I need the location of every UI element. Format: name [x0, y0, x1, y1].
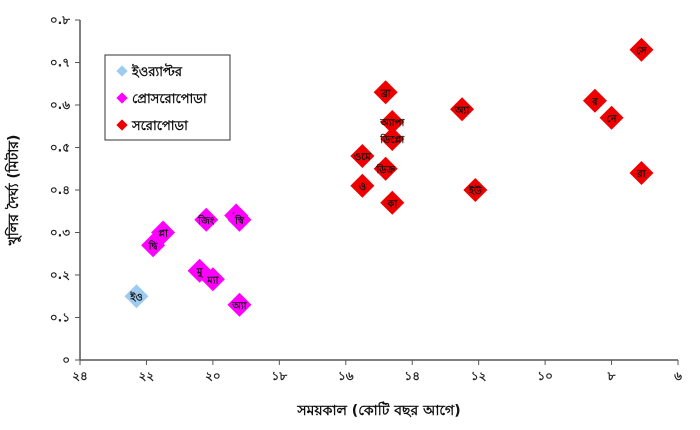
diamond-marker [124, 284, 149, 309]
x-axis-title: সময়কাল (কোটি বছর আগে) [296, 401, 460, 419]
data-label: ডিক্র [375, 163, 395, 176]
x-tick-label: ৬ [674, 369, 682, 383]
data-points: ইওপ্লাদ্বিজিংসুস্বিমুম্যাঅ্যাওমেওব্রাঅ্য… [124, 37, 654, 317]
data-point-series-0: ইও [124, 284, 149, 309]
data-point-series-2: র [582, 88, 607, 113]
data-label: স্বি [234, 214, 245, 227]
diamond-marker [373, 156, 398, 181]
diamond-marker [380, 110, 405, 134]
data-label: কা [386, 199, 398, 210]
x-tick-label: ২৪ [72, 369, 88, 383]
data-point-series-2: রা [629, 161, 654, 185]
y-tick-label: ০.৪ [50, 183, 70, 197]
data-label: ওমে [354, 152, 371, 163]
y-tick-label: ০.৭ [50, 56, 70, 70]
data-label: দ্বি [148, 239, 159, 252]
data-label: জিং [197, 214, 215, 227]
diamond-marker [450, 97, 475, 122]
x-tick-label: ১০ [537, 369, 553, 383]
x-tick-label: ১২ [471, 369, 487, 383]
y-tick-label: ০.৬ [50, 98, 70, 112]
diamond-marker [141, 233, 166, 258]
data-point-series-1: দ্বি [141, 233, 166, 258]
data-point-series-2: অ্যাপা [379, 110, 405, 134]
data-point-series-1: ম্যা [200, 267, 225, 292]
legend-label-eoraptor: ইওর‍্যাপ্টর [131, 63, 183, 80]
data-point-series-2: ও [350, 173, 375, 198]
data-label: ব্রা [380, 88, 392, 99]
diamond-marker [227, 292, 252, 317]
y-axis-title: খুলির দৈর্ঘ্য (মিটার) [4, 135, 22, 247]
data-point-series-2: কা [380, 190, 405, 215]
diamond-marker [350, 144, 375, 168]
data-label: সে [636, 46, 647, 57]
tick-marks [75, 19, 679, 365]
data-point-series-1: অ্যা [227, 292, 252, 317]
x-tick-label: ১৮ [272, 369, 288, 383]
data-label: ও [359, 182, 366, 193]
data-label: অ্যা [454, 105, 471, 116]
diamond-marker [380, 190, 405, 215]
data-label: মু [196, 267, 204, 279]
data-label: র [591, 97, 598, 108]
diamond-marker [582, 88, 607, 113]
data-point-series-2: ডিক্র [373, 156, 398, 181]
x-tick-label: ১৬ [338, 369, 354, 383]
data-point-series-1: জিং [194, 207, 219, 232]
data-point-series-2: ব্রা [373, 80, 398, 105]
y-tick-label: ০.৩ [50, 226, 70, 240]
diamond-marker [629, 37, 654, 62]
data-label: ইও [129, 290, 143, 303]
diamond-marker [227, 207, 252, 232]
diamond-marker [380, 127, 405, 151]
data-point-series-2: অ্যা [450, 97, 475, 122]
diamond-marker [599, 105, 624, 130]
data-label: অ্যাপা [379, 118, 405, 129]
data-label: নে [607, 114, 618, 125]
y-tick-label: ০.২ [50, 268, 70, 282]
y-tick-label: ০.৫ [50, 141, 70, 155]
diamond-marker [373, 80, 398, 105]
data-point-series-2: ডিপ্লো [379, 127, 405, 151]
data-label: রা [636, 169, 647, 180]
data-point-series-2: ইউ [463, 178, 488, 202]
diamond-marker [350, 173, 375, 198]
y-tick-label: ০.১ [50, 311, 70, 325]
data-label: ইউ [468, 183, 483, 197]
legend: ইওর‍্যাপ্টর প্রোসরোপোডা সরোপোডা [104, 54, 231, 141]
legend-label-sauropoda: সরোপোডা [131, 119, 189, 134]
data-label: ডিপ্লো [379, 133, 405, 146]
data-label: প্লা [158, 229, 169, 240]
diamond-marker [194, 207, 219, 232]
y-tick-labels: ০ ০.১ ০.২ ০.৩ ০.৪ ০.৫ ০.৬ ০.৭ ০.৮ [50, 13, 70, 367]
data-point-series-2: ওমে [350, 144, 375, 168]
data-label: ম্যা [206, 275, 219, 286]
x-tick-label: ২০ [205, 369, 221, 383]
data-point-series-1: স্বি [227, 207, 252, 232]
legend-label-prosauropoda: প্রোসরোপোডা [132, 92, 208, 107]
data-point-series-2: সে [629, 37, 654, 62]
diamond-marker [463, 178, 488, 202]
data-point-series-2: নে [599, 105, 624, 130]
diamond-marker [629, 161, 654, 185]
x-tick-label: ১৪ [404, 369, 420, 383]
data-label: অ্যা [231, 301, 248, 312]
y-tick-label: ০ [62, 353, 70, 367]
x-tick-label: ২২ [139, 369, 155, 383]
y-tick-label: ০.৮ [50, 13, 70, 27]
diamond-marker [200, 267, 225, 292]
x-tick-label: ৮ [607, 369, 616, 383]
x-tick-labels: ২৪ ২২ ২০ ১৮ ১৬ ১৪ ১২ ১০ ৮ ৬ [72, 369, 682, 383]
